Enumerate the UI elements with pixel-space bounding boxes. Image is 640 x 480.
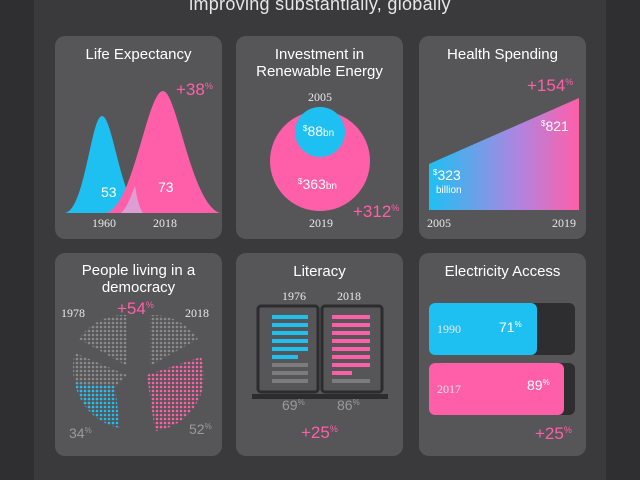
renewable-2005-value: $88bn [303,123,335,139]
electricity-bar-2017 [429,363,564,415]
life-expectancy-change: +38% [176,80,213,99]
headline: improving substantially, globally [189,0,451,14]
literacy-book [252,304,388,399]
card-renewable-investment: Investment in Renewable Energy 2005 $88b… [236,36,403,239]
card-health-spending: Health Spending +154% $821 $323 billion … [419,36,586,239]
democracy-change: +54% [117,299,154,318]
life-expectancy-year-2018: 2018 [153,216,177,230]
wheel-left-cyan [75,383,120,428]
card-literacy: Literacy 1976 2018 69% 86 [236,253,403,456]
card-title: Literacy [293,263,346,280]
renewable-2019-value: $363bn [298,176,337,192]
curve-1960 [65,116,143,213]
health-year-2019: 2019 [552,216,576,230]
health-2005-unit: billion [436,185,462,196]
renewable-circles [270,107,370,211]
health-year-2005: 2005 [427,216,451,230]
democracy-2018-value: 52% [189,421,212,437]
electricity-value-1990: 71% [499,319,522,335]
literacy-right-lines [332,315,370,383]
card-title: Life Expectancy [85,46,192,63]
electricity-bar-1990 [429,303,537,355]
life-expectancy-2018-value: 73 [158,179,174,195]
life-expectancy-curves [65,91,220,213]
health-change: +154% [527,76,574,95]
renewable-change: +312% [353,202,400,221]
literacy-year-2018: 2018 [337,289,361,303]
renewable-year-2019: 2019 [309,216,333,230]
renewable-year-2005: 2005 [308,90,332,104]
health-2005-value: $323 [433,167,461,183]
electricity-year-2017: 2017 [437,382,461,396]
electricity-year-1990: 1990 [437,322,461,336]
curve-2018 [105,91,220,213]
wheel-right-gray [150,314,198,366]
card-democracy: People living in a democracy 1978 2018 +… [55,253,222,456]
card-title: Health Spending [447,46,558,63]
life-expectancy-1960-value: 53 [101,184,117,200]
circle-2005 [295,107,345,157]
circle-2019 [270,111,370,211]
wheel-right-pink [147,357,205,431]
health-wedge [429,98,579,210]
wheel-left-gray [79,314,127,366]
curve-overlap [121,186,143,213]
card-title: People living in a democracy [81,262,196,296]
literacy-2018-value: 86% [337,397,360,413]
card-title: Investment in Renewable Energy [256,46,383,80]
life-expectancy-year-1960: 1960 [92,216,116,230]
health-2019-value: $821 [541,118,569,134]
electricity-value-2017: 89% [527,377,550,393]
card-title: Electricity Access [444,263,561,280]
literacy-1976-value: 69% [282,397,305,413]
literacy-left-lines [272,315,308,383]
card-electricity-access: Electricity Access 1990 71% 2017 89% +25… [419,253,586,456]
electricity-change: +25% [535,424,572,443]
democracy-1978-value: 34% [69,425,92,441]
card-life-expectancy: Life Expectancy +38% 53 73 1960 2018 [55,36,222,239]
literacy-change: +25% [301,423,338,442]
literacy-year-1976: 1976 [282,289,306,303]
democracy-year-2018: 2018 [185,306,209,320]
democracy-year-1978: 1978 [61,306,85,320]
democracy-dot-wheel [72,314,205,431]
